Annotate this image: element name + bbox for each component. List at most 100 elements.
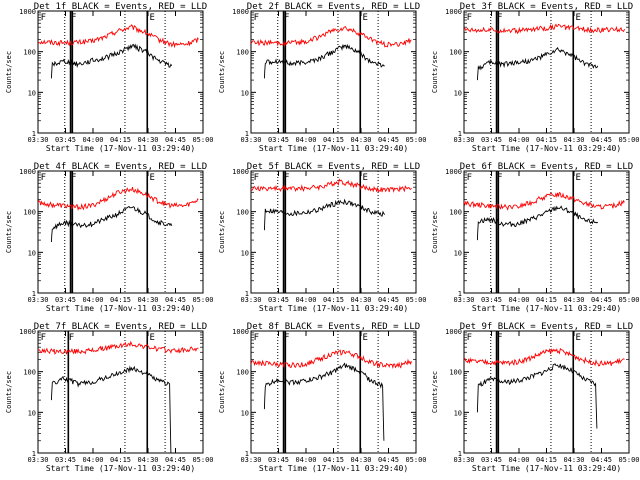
series-events-line — [476, 363, 598, 429]
x-tick-label: 04:15 — [536, 296, 557, 304]
panel-det-8f: Det 8f BLACK = Events, RED = LLD 1 10 100 10… — [218, 322, 427, 473]
panel-title: Det 7f BLACK = Events, RED = LLD — [34, 322, 207, 332]
x-tick-label: 03:30 — [27, 456, 48, 464]
x-axis-label: Start Time (17-Nov-11 03:29:40) — [259, 144, 408, 153]
y-tick-label: 100 — [23, 209, 36, 217]
x-tick-label: 04:30 — [563, 296, 584, 304]
y-tick-label: 1 — [245, 130, 249, 138]
y-tick-label: 10 — [241, 409, 249, 417]
panel-title: Det 2f BLACK = Events, RED = LLD — [247, 2, 420, 12]
panel-det-9f: Det 9f BLACK = Events, RED = LLD 1 10 100 10… — [431, 322, 640, 473]
y-tick-label: 10 — [454, 249, 462, 257]
plot-frame — [250, 170, 417, 294]
series-events-line — [263, 362, 385, 441]
panel-det-3f: Det 3f BLACK = Events, RED = LLD 1 10 100 10… — [431, 2, 640, 153]
marker-label: F — [467, 173, 472, 183]
y-tick-label: 1000 — [445, 8, 462, 16]
y-tick-label: 100 — [449, 369, 462, 377]
x-tick-label: 03:45 — [268, 456, 289, 464]
x-axis-label: Start Time (17-Nov-11 03:29:40) — [472, 144, 621, 153]
x-tick-label: 03:45 — [481, 456, 502, 464]
marker-label: E — [362, 333, 367, 343]
x-tick-label: 05:00 — [192, 296, 213, 304]
x-tick-label: 04:15 — [323, 456, 344, 464]
marker-label: E — [575, 13, 580, 23]
plot-frame — [37, 330, 204, 454]
x-tick-label: 03:45 — [481, 136, 502, 144]
x-tick-label: 04:00 — [82, 136, 103, 144]
marker-label: F — [284, 173, 289, 183]
x-tick-label: 04:30 — [350, 456, 371, 464]
series-events-line — [50, 43, 173, 79]
panel-title: Det 6f BLACK = Events, RED = LLD — [460, 162, 633, 172]
x-tick-label: 04:00 — [82, 456, 103, 464]
panel-title: Det 3f BLACK = Events, RED = LLD — [460, 2, 633, 12]
series-lld-line — [38, 186, 199, 212]
y-tick-label: 10 — [28, 249, 36, 257]
y-tick-label: 1000 — [19, 328, 36, 336]
x-tick-label: 04:30 — [563, 136, 584, 144]
panel-title: Det 4f BLACK = Events, RED = LLD — [34, 162, 207, 172]
y-tick-label: 1000 — [19, 8, 36, 16]
y-axis-label: Counts/sec — [5, 371, 13, 413]
y-axis-label: Counts/sec — [218, 51, 226, 93]
marker-label: E — [149, 173, 154, 183]
x-tick-label: 04:30 — [350, 296, 371, 304]
x-tick-label: 03:45 — [55, 136, 76, 144]
y-tick-label: 1 — [32, 130, 36, 138]
x-tick-label: 03:30 — [453, 136, 474, 144]
y-tick-label: 1 — [458, 290, 462, 298]
y-axis-label: Counts/sec — [218, 211, 226, 253]
panel-title: Det 8f BLACK = Events, RED = LLD — [247, 322, 420, 332]
x-tick-label: 03:30 — [240, 456, 261, 464]
y-tick-label: 10 — [28, 409, 36, 417]
series-lld-line — [251, 349, 412, 370]
y-tick-label: 1000 — [445, 168, 462, 176]
marker-label: F — [254, 173, 259, 183]
x-tick-label: 04:15 — [110, 136, 131, 144]
series-lld-line — [464, 347, 625, 367]
series-events-line — [263, 43, 385, 79]
y-tick-label: 1000 — [19, 168, 36, 176]
series-lld-line — [38, 24, 199, 49]
y-axis-label: Counts/sec — [5, 211, 13, 253]
marker-label: F — [254, 13, 259, 23]
panel-det-6f: Det 6f BLACK = Events, RED = LLD 1 10 100 10… — [431, 162, 640, 313]
x-tick-label: 03:30 — [27, 296, 48, 304]
x-tick-label: 04:00 — [508, 296, 529, 304]
x-tick-label: 04:15 — [110, 456, 131, 464]
marker-label: F — [71, 13, 76, 23]
panel-det-2f: Det 2f BLACK = Events, RED = LLD 1 10 100 10… — [218, 2, 427, 153]
y-tick-label: 10 — [28, 89, 36, 97]
marker-label: F — [467, 333, 472, 343]
plot-frame — [37, 170, 204, 294]
marker-label: E — [149, 333, 154, 343]
marker-label: F — [497, 13, 502, 23]
y-tick-label: 1 — [32, 290, 36, 298]
x-axis-label: Start Time (17-Nov-11 03:29:40) — [46, 464, 195, 473]
x-tick-label: 05:00 — [405, 456, 426, 464]
x-tick-label: 03:45 — [55, 296, 76, 304]
y-tick-label: 1 — [458, 130, 462, 138]
series-events-line — [476, 46, 599, 81]
x-tick-label: 03:45 — [481, 296, 502, 304]
series-events-line — [50, 205, 173, 243]
plot-frame — [250, 330, 417, 454]
x-tick-label: 04:45 — [165, 456, 186, 464]
x-tick-label: 04:45 — [378, 296, 399, 304]
panel-det-4f: Det 4f BLACK = Events, RED = LLD 1 10 100 10… — [5, 162, 214, 313]
x-tick-label: 04:30 — [563, 456, 584, 464]
marker-label: F — [284, 333, 289, 343]
marker-label: F — [41, 333, 46, 343]
plot-frame — [463, 330, 630, 454]
y-axis-label: Counts/sec — [431, 211, 439, 253]
y-tick-label: 100 — [23, 369, 36, 377]
series-lld-line — [251, 178, 412, 193]
x-tick-label: 04:45 — [591, 296, 612, 304]
y-tick-label: 1 — [245, 450, 249, 458]
series-events-line — [50, 365, 172, 453]
series-events-line — [476, 205, 599, 241]
y-tick-label: 100 — [449, 209, 462, 217]
plot-frame — [463, 170, 630, 294]
y-axis-label: Counts/sec — [218, 371, 226, 413]
